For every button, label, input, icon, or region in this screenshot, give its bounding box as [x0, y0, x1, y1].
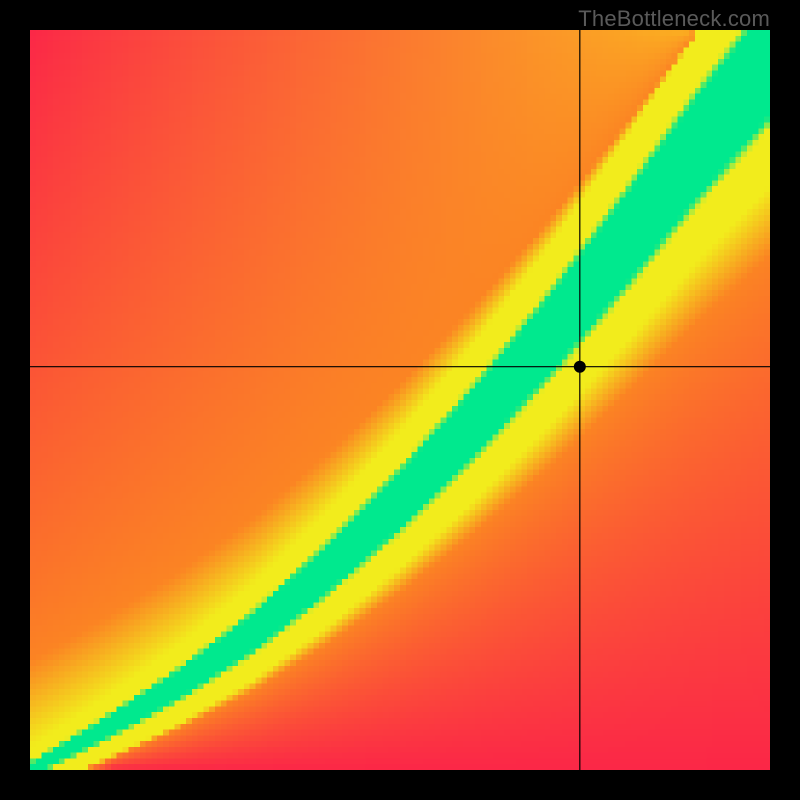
watermark-text: TheBottleneck.com [578, 6, 770, 32]
heatmap-canvas [30, 30, 770, 770]
plot-area [30, 30, 770, 770]
